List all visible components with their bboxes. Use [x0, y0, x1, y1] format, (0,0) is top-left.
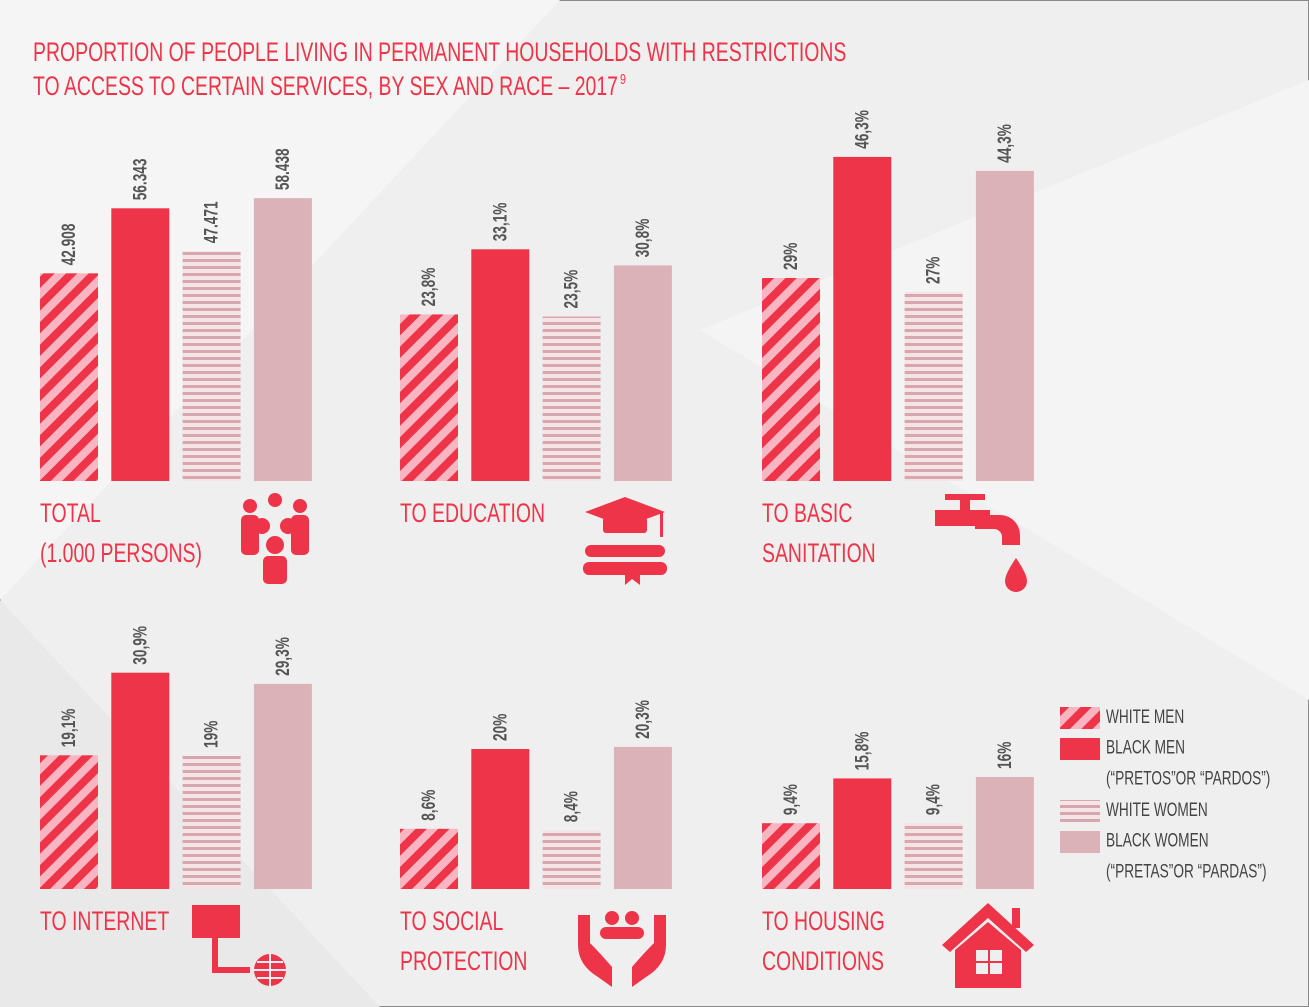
- value-label: 33,1%: [489, 202, 511, 241]
- icon-tap: [935, 494, 1027, 592]
- bar: [471, 249, 530, 481]
- legend-swatch: [1060, 707, 1100, 729]
- value-label: 19,1%: [58, 708, 80, 747]
- bar: [471, 749, 530, 889]
- value-label: 46,3%: [851, 110, 873, 149]
- legend-swatch: [1060, 831, 1100, 853]
- value-label: 20%: [489, 713, 511, 741]
- icon-social: [578, 911, 666, 987]
- value-label: 8,6%: [418, 789, 440, 820]
- legend-label: WHITE MEN: [1106, 706, 1184, 728]
- panel-label: SANITATION: [762, 538, 876, 568]
- bar: [400, 314, 458, 481]
- bar: [400, 828, 458, 889]
- panel-label: TO EDUCATION: [400, 498, 545, 528]
- legend-label: BLACK MEN (“PRETOS”OR “PARDOS”): [1106, 737, 1270, 790]
- bar: [111, 672, 170, 889]
- panel-label: TO SOCIAL: [400, 906, 503, 936]
- bar: [975, 170, 1034, 481]
- bar: [613, 265, 672, 481]
- bar: [833, 156, 892, 481]
- legend-swatch: [1060, 800, 1100, 822]
- title-line: TO ACCESS TO CERTAIN SERVICES, BY SEX AN…: [33, 71, 618, 101]
- value-label: 29,3%: [272, 637, 294, 676]
- legend-swatch: [1060, 738, 1100, 760]
- panel-label: (1.000 PERSONS): [40, 538, 202, 568]
- bar: [253, 198, 312, 481]
- value-label: 44,3%: [994, 124, 1016, 163]
- icon-people: [241, 493, 309, 584]
- value-label: 23,5%: [560, 269, 582, 308]
- value-label: 30,9%: [129, 626, 151, 665]
- panel-label: TO BASIC: [762, 498, 852, 528]
- value-label: 42.908: [58, 223, 80, 265]
- legend-label: WHITE WOMEN: [1106, 799, 1208, 821]
- bar: [904, 292, 963, 481]
- bar: [762, 278, 820, 481]
- panel-label: TO INTERNET: [40, 906, 169, 936]
- value-label: 23,8%: [418, 267, 440, 306]
- bar: [542, 316, 601, 481]
- value-label: 30,8%: [632, 218, 654, 257]
- panel-label: CONDITIONS: [762, 946, 884, 976]
- title-footnote: 9: [620, 70, 626, 87]
- panel-label: TO HOUSING: [762, 906, 885, 936]
- value-label: 9,4%: [780, 784, 802, 815]
- value-label: 47.471: [200, 201, 222, 243]
- value-label: 9,4%: [922, 784, 944, 815]
- value-label: 29%: [780, 242, 802, 270]
- value-label: 58.438: [272, 148, 294, 190]
- bar: [904, 823, 963, 889]
- bar: [40, 755, 98, 889]
- bar: [40, 273, 98, 481]
- icon-house: [942, 903, 1034, 988]
- icon-internet: [192, 905, 286, 986]
- title-line: PROPORTION OF PEOPLE LIVING IN PERMANENT…: [33, 37, 846, 67]
- value-label: 56.343: [129, 158, 151, 200]
- bar: [833, 778, 892, 889]
- icon-graduation: [583, 497, 667, 585]
- bar: [182, 756, 241, 889]
- value-label: 8,4%: [560, 791, 582, 822]
- bar: [975, 777, 1034, 889]
- value-label: 20,3%: [632, 700, 654, 739]
- bar: [762, 823, 820, 889]
- panel-label: TOTAL: [40, 498, 101, 528]
- value-label: 27%: [922, 256, 944, 284]
- bar: [613, 746, 672, 889]
- bar: [111, 208, 170, 482]
- bar: [253, 683, 312, 889]
- value-label: 15,8%: [851, 731, 873, 770]
- bar: [182, 251, 241, 481]
- panel-label: PROTECTION: [400, 946, 527, 976]
- value-label: 19%: [200, 720, 222, 748]
- legend-label: BLACK WOMEN (“PRETAS”OR “PARDAS”): [1106, 830, 1267, 883]
- bar: [542, 830, 601, 889]
- value-label: 16%: [994, 741, 1016, 769]
